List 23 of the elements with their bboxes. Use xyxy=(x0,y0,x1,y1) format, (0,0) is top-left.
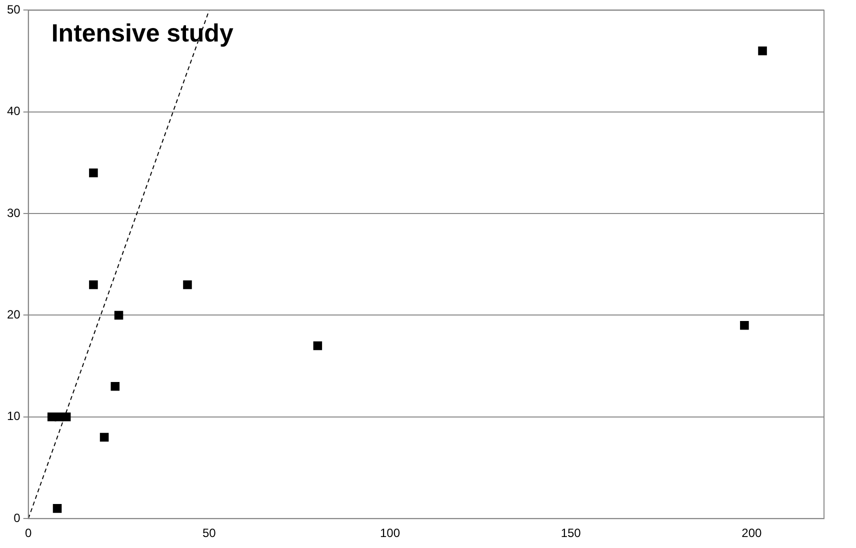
y-tick-label: 0 xyxy=(14,510,21,525)
x-tick-label: 100 xyxy=(380,526,400,540)
point xyxy=(114,310,124,320)
x-tick-label: 50 xyxy=(202,526,216,540)
point xyxy=(183,280,192,290)
x-tick-label: 0 xyxy=(25,526,32,540)
y-tick-label: 10 xyxy=(6,409,21,424)
point xyxy=(758,46,767,56)
point xyxy=(62,412,71,422)
y-tick-label: 30 xyxy=(6,206,21,220)
point xyxy=(89,168,98,178)
annotation: Intensive study xyxy=(51,20,234,48)
point xyxy=(110,382,120,391)
point xyxy=(89,280,98,290)
point xyxy=(100,432,109,442)
point xyxy=(313,341,322,350)
point xyxy=(740,321,749,330)
y-tick-label: 40 xyxy=(6,104,21,118)
x-tick-label: 200 xyxy=(742,526,762,540)
point xyxy=(52,504,62,513)
y-tick-label: 50 xyxy=(6,2,21,17)
y-tick-label: 20 xyxy=(6,308,21,322)
x-tick-label: 150 xyxy=(560,526,582,540)
